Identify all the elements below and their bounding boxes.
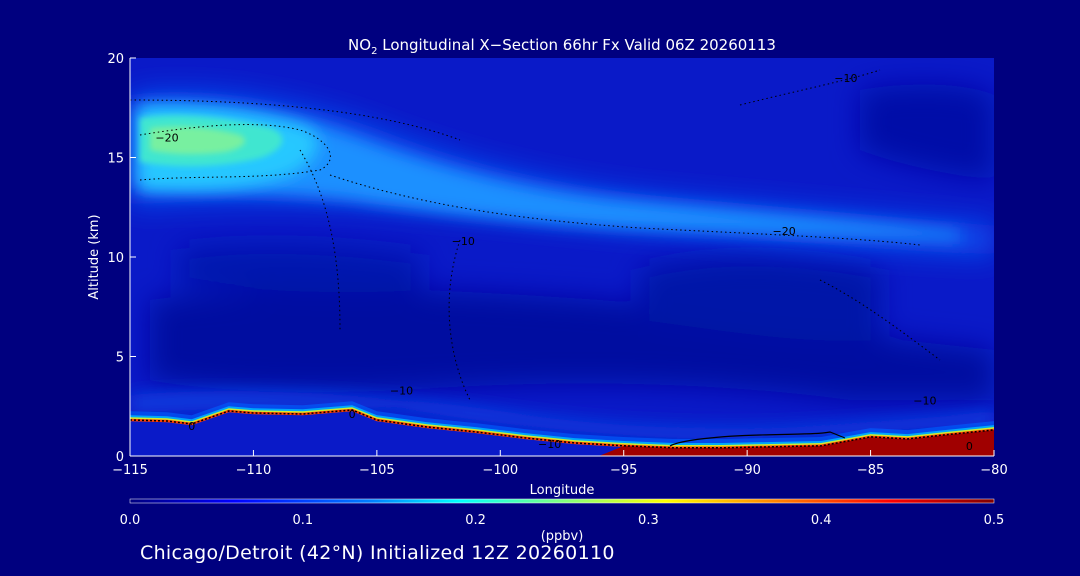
y-tick-label: 5	[116, 351, 124, 366]
colorbar-ticks: 0.0 0.1 0.2 0.3 0.4 0.5	[120, 513, 1005, 528]
colorbar: 0.0 0.1 0.2 0.3 0.4 0.5 (ppbv)	[120, 498, 1005, 544]
contour-label: 0	[188, 420, 195, 433]
terrain-contour	[130, 409, 994, 449]
contour-line	[329, 174, 921, 246]
contour-line-solid	[669, 431, 846, 447]
y-tick-label: 20	[107, 52, 124, 67]
x-tick-label: −110	[236, 463, 272, 478]
x-tick-label: −80	[980, 463, 1007, 478]
contour-line	[139, 124, 331, 181]
colorbar-label: (ppbv)	[541, 529, 584, 544]
upper-plume	[130, 91, 994, 255]
contour-label: −10	[834, 72, 857, 85]
chart-title: NO2 Longitudinal X−Section 66hr Fx Valid…	[348, 36, 776, 57]
y-tick-label: 10	[107, 251, 124, 266]
surface-pool	[599, 430, 994, 456]
x-tick-label: −85	[857, 463, 884, 478]
contour-line	[130, 99, 461, 141]
colorbar-tick-label: 0.3	[638, 513, 659, 528]
x-tick-label: −100	[482, 463, 518, 478]
contour-label: −20	[155, 132, 178, 145]
contour-label: −20	[773, 225, 796, 238]
contour-label: −10	[538, 438, 561, 451]
colorbar-tick-label: 0.5	[984, 513, 1005, 528]
colorbar-tick-label: 0.2	[465, 513, 486, 528]
contour-label: 0	[966, 440, 973, 453]
x-tick-label: −95	[610, 463, 637, 478]
x-axis: −115 −110 −105 −100 −95 −90 −85 −80	[112, 450, 1008, 478]
no2-field: −20 −20 −10 −10 −10 −10 0 0 −10 0	[130, 58, 994, 456]
contour-label: −10	[390, 384, 413, 397]
contour-label: 0	[349, 408, 356, 421]
contour-label: −10	[452, 235, 475, 248]
contour-line	[299, 149, 341, 331]
colorbar-tick-label: 0.1	[292, 513, 313, 528]
colorbar-tick-label: 0.0	[120, 513, 141, 528]
x-axis-label: Longitude	[530, 483, 595, 498]
y-axis-label: Altitude (km)	[87, 214, 102, 299]
y-tick-label: 15	[107, 152, 124, 167]
colorbar-tick-label: 0.4	[811, 513, 832, 528]
y-tick-label: 0	[116, 450, 124, 465]
low-concentration-regions	[150, 84, 994, 400]
temperature-contours: −20 −20 −10 −10 −10 −10 0 0 −10 0	[130, 69, 973, 453]
x-tick-label: −115	[112, 463, 148, 478]
footer-caption: Chicago/Detroit (42°N) Initialized 12Z 2…	[140, 542, 615, 564]
contour-line	[819, 279, 941, 361]
x-tick-label: −105	[359, 463, 395, 478]
x-tick-label: −90	[733, 463, 760, 478]
terrain	[130, 411, 994, 456]
colorbar-gradient	[129, 498, 995, 504]
surface-layer	[130, 401, 994, 456]
contour-label: −10	[913, 394, 936, 407]
y-axis: 0 5 10 15 20	[107, 52, 136, 465]
